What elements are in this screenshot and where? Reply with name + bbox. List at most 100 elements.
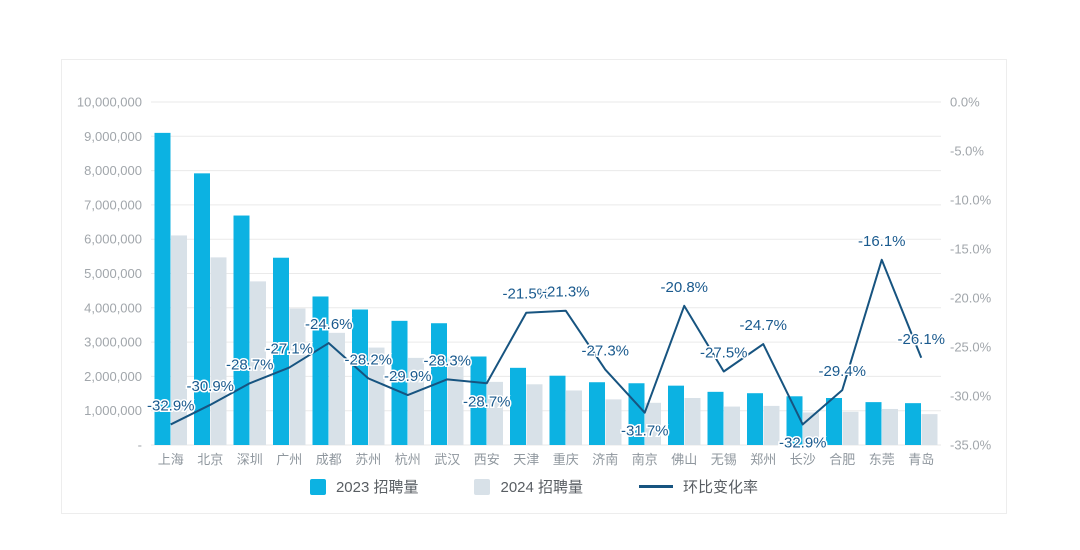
trend-point-label: -31.7%: [621, 423, 669, 440]
bar-2024: [842, 411, 859, 445]
legend-label-2023: 2023 招聘量: [335, 479, 419, 496]
trend-point-label: -24.6%: [305, 316, 353, 333]
x-axis-category-label: 西安: [474, 452, 500, 467]
bar-2024: [566, 390, 582, 445]
right-axis-tick-label: -15.0%: [950, 242, 992, 257]
bar-2023: [668, 385, 684, 445]
bar-2024: [250, 281, 266, 445]
x-axis-category-label: 济南: [592, 452, 618, 467]
x-axis-category-label: 南京: [632, 452, 658, 467]
x-axis-category-label: 合肥: [829, 452, 855, 467]
trend-point-label: -20.8%: [660, 279, 708, 296]
bar-2023: [510, 367, 526, 445]
x-axis-category-label: 天津: [513, 452, 539, 467]
left-axis-tick-label: 1,000,000: [84, 403, 142, 418]
trend-point-label: -21.3%: [542, 284, 590, 301]
bar-2023: [707, 391, 724, 445]
bar-2024: [763, 405, 780, 445]
legend-label-2024: 2024 招聘量: [500, 479, 584, 496]
right-axis-tick-label: -20.0%: [950, 291, 992, 306]
x-axis-category-label: 佛山: [671, 452, 697, 467]
bar-2024: [329, 332, 345, 445]
bar-2024: [171, 235, 187, 445]
bar-2024: [684, 398, 701, 445]
bar-2023: [470, 356, 487, 445]
trend-point-label: -32.9%: [147, 397, 195, 414]
bar-2023: [431, 323, 447, 445]
right-axis-tick-label: -10.0%: [950, 193, 992, 208]
trend-line: [170, 258, 923, 426]
bar-2023: [233, 215, 250, 445]
x-axis-category-label: 上海: [158, 452, 184, 467]
bar-2023: [154, 132, 171, 445]
legend-item-rate: 环比变化率: [639, 476, 758, 497]
bar-2024: [882, 408, 898, 445]
trend-point-label: -26.1%: [897, 331, 945, 348]
bar-2024: [487, 381, 503, 445]
bar-2024: [289, 308, 306, 445]
trend-point-label: -29.9%: [384, 368, 432, 385]
bar-2023: [549, 375, 566, 445]
trend-point-label: -24.7%: [739, 317, 787, 334]
bar-2024: [605, 399, 622, 445]
left-axis-tick-label: 5,000,000: [84, 266, 142, 281]
legend-swatch-2024-icon: [474, 478, 491, 495]
bar-2024: [921, 414, 938, 445]
x-axis-category-label: 长沙: [790, 452, 816, 467]
left-axis-tick-label: 7,000,000: [84, 197, 142, 212]
x-axis-category-label: 深圳: [237, 452, 263, 467]
right-axis-tick-label: 0.0%: [950, 95, 980, 110]
left-axis-tick-label: 9,000,000: [84, 129, 142, 144]
left-axis-tick-label: 6,000,000: [84, 232, 142, 247]
legend-item-2024: 2024 招聘量: [474, 476, 583, 497]
x-axis-category-label: 重庆: [553, 452, 579, 467]
trend-point-label: -28.3%: [423, 352, 471, 369]
right-axis-tick-label: -25.0%: [950, 340, 992, 355]
legend-line-swatch-icon: [639, 485, 674, 488]
bar-2023: [273, 257, 289, 445]
left-axis-tick-label: 2,000,000: [84, 369, 142, 384]
trend-point-label: -27.3%: [581, 343, 629, 360]
bar-2023: [352, 309, 368, 445]
left-axis-tick-label: 10,000,000: [77, 95, 142, 110]
x-axis-category-label: 苏州: [355, 452, 381, 467]
chart-legend: 2023 招聘量 2024 招聘量 环比变化率: [62, 476, 1006, 497]
bar-2023: [747, 393, 763, 445]
bar-2024: [210, 257, 227, 445]
trend-point-label: -28.2%: [344, 351, 392, 368]
x-axis-category-label: 东莞: [869, 452, 895, 467]
bar-2023: [905, 403, 921, 445]
x-axis-category-label: 广州: [276, 452, 302, 467]
trend-point-label: -16.1%: [858, 233, 906, 250]
trend-point-label: -27.5%: [700, 345, 748, 362]
legend-swatch-2023-icon: [309, 478, 326, 495]
bar-2024: [368, 347, 385, 445]
x-axis-category-label: 郑州: [750, 452, 776, 467]
combo-chart-canvas: 10,000,000 9,000,000 8,000,000 7,000,000 6,0…: [77, 95, 992, 468]
trend-point-label: -27.1%: [265, 341, 313, 358]
legend-label-rate: 环比变化率: [683, 479, 759, 496]
trend-point-label: -32.9%: [779, 434, 827, 451]
trend-point-label: -28.7%: [463, 393, 511, 410]
bar-2023: [865, 402, 882, 445]
trend-point-label: -29.4%: [818, 363, 866, 380]
x-axis-category-label: 无锡: [711, 452, 737, 467]
bar-2023: [391, 320, 408, 445]
right-axis-tick-label: -5.0%: [950, 144, 984, 159]
bar-2024: [724, 406, 740, 445]
bar-2023: [589, 382, 605, 445]
x-axis-category-label: 成都: [316, 452, 342, 467]
bar-2024: [645, 402, 661, 445]
left-axis-tick-label: 4,000,000: [84, 300, 142, 315]
right-axis-tick-label: -35.0%: [950, 438, 992, 453]
bar-2024: [447, 357, 464, 445]
x-axis-category-label: 杭州: [395, 452, 421, 467]
bar-2023: [194, 173, 210, 445]
x-axis-category-label: 北京: [197, 452, 223, 467]
x-axis-category-label: 青岛: [908, 452, 934, 467]
bar-2024: [526, 384, 543, 445]
bar-2024: [408, 357, 424, 445]
bar-2023: [786, 396, 803, 445]
trend-point-label: -21.5%: [502, 286, 550, 303]
